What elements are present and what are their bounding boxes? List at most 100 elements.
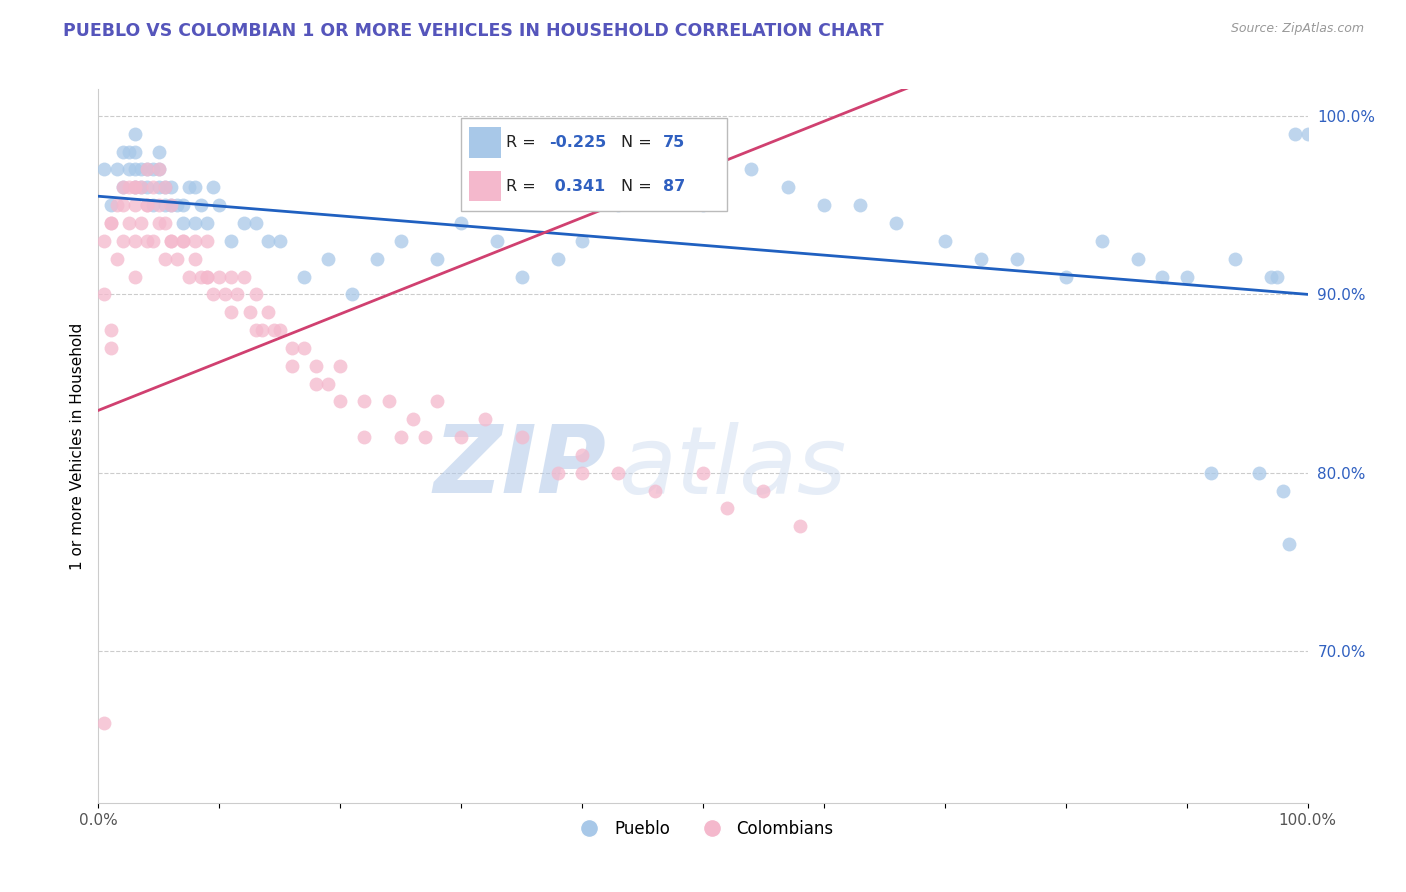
Point <box>111 180 134 194</box>
Legend: Pueblo, Colombians: Pueblo, Colombians <box>565 814 841 845</box>
Point <box>202 180 225 194</box>
Point <box>172 198 194 212</box>
Point <box>148 216 170 230</box>
Point <box>190 198 212 212</box>
Point <box>118 162 141 177</box>
Point <box>221 234 243 248</box>
Point <box>934 234 956 248</box>
Point <box>93 234 115 248</box>
Point <box>1223 252 1246 266</box>
Point <box>239 305 262 319</box>
Point <box>129 180 152 194</box>
Point <box>329 394 352 409</box>
Point <box>366 252 388 266</box>
Point <box>100 216 122 230</box>
Point <box>100 341 122 355</box>
Point <box>195 234 218 248</box>
Point <box>232 216 254 230</box>
Point <box>250 323 273 337</box>
Point <box>644 483 666 498</box>
Point <box>160 180 183 194</box>
Point <box>160 234 183 248</box>
Point <box>124 269 146 284</box>
Point <box>571 466 593 480</box>
Point <box>292 341 315 355</box>
Point <box>184 234 207 248</box>
Point <box>1296 127 1319 141</box>
Point <box>402 412 425 426</box>
Point <box>105 162 128 177</box>
Point <box>389 430 412 444</box>
Point <box>245 287 267 301</box>
Text: PUEBLO VS COLOMBIAN 1 OR MORE VEHICLES IN HOUSEHOLD CORRELATION CHART: PUEBLO VS COLOMBIAN 1 OR MORE VEHICLES I… <box>63 22 884 40</box>
Point <box>377 394 399 409</box>
Point <box>752 483 775 498</box>
Point <box>124 162 146 177</box>
Point <box>124 145 146 159</box>
Point <box>1054 269 1077 284</box>
Point <box>172 216 194 230</box>
Point <box>124 180 146 194</box>
Point <box>135 198 157 212</box>
Point <box>195 269 218 284</box>
Point <box>305 376 328 391</box>
Point <box>135 198 157 212</box>
Point <box>208 269 231 284</box>
Point <box>153 252 176 266</box>
Point <box>129 162 152 177</box>
Point <box>474 412 496 426</box>
Point <box>105 252 128 266</box>
Point <box>245 323 267 337</box>
Point <box>644 162 666 177</box>
Point <box>142 234 165 248</box>
Point <box>153 216 176 230</box>
Point <box>142 162 165 177</box>
Point <box>547 252 569 266</box>
Point <box>353 430 375 444</box>
Point <box>1278 537 1301 551</box>
Point <box>1091 234 1114 248</box>
Point <box>160 198 183 212</box>
Text: atlas: atlas <box>619 422 846 513</box>
Point <box>342 287 364 301</box>
Point <box>148 162 170 177</box>
Point <box>281 341 304 355</box>
Point <box>607 198 630 212</box>
Point <box>100 198 122 212</box>
Point <box>510 269 533 284</box>
Point <box>135 180 157 194</box>
Point <box>153 180 176 194</box>
Point <box>316 376 339 391</box>
Point <box>135 162 157 177</box>
Point <box>571 448 593 462</box>
Point <box>124 234 146 248</box>
Point <box>740 162 762 177</box>
Point <box>716 501 738 516</box>
Point <box>245 216 267 230</box>
Point <box>166 198 188 212</box>
Point <box>124 180 146 194</box>
Point <box>789 519 811 533</box>
Point <box>607 466 630 480</box>
Point <box>813 198 835 212</box>
Point <box>111 198 134 212</box>
Point <box>153 198 176 212</box>
Point <box>426 252 449 266</box>
Point <box>100 323 122 337</box>
Point <box>118 216 141 230</box>
Point <box>118 180 141 194</box>
Point <box>263 323 285 337</box>
Point <box>172 234 194 248</box>
Point <box>226 287 249 301</box>
Point <box>195 269 218 284</box>
Point <box>450 430 472 444</box>
Point <box>190 269 212 284</box>
Point <box>153 180 176 194</box>
Point <box>135 234 157 248</box>
Point <box>269 234 291 248</box>
Point <box>353 394 375 409</box>
Point <box>510 430 533 444</box>
Y-axis label: 1 or more Vehicles in Household: 1 or more Vehicles in Household <box>69 322 84 570</box>
Point <box>179 180 201 194</box>
Point <box>111 234 134 248</box>
